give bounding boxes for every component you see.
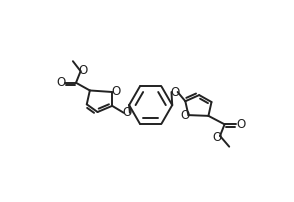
Text: O: O bbox=[170, 85, 179, 99]
Text: O: O bbox=[78, 64, 88, 77]
Text: O: O bbox=[212, 131, 221, 144]
Text: O: O bbox=[122, 106, 131, 119]
Text: O: O bbox=[57, 76, 66, 89]
Text: O: O bbox=[111, 85, 121, 98]
Text: O: O bbox=[236, 118, 245, 131]
Text: O: O bbox=[180, 109, 189, 122]
